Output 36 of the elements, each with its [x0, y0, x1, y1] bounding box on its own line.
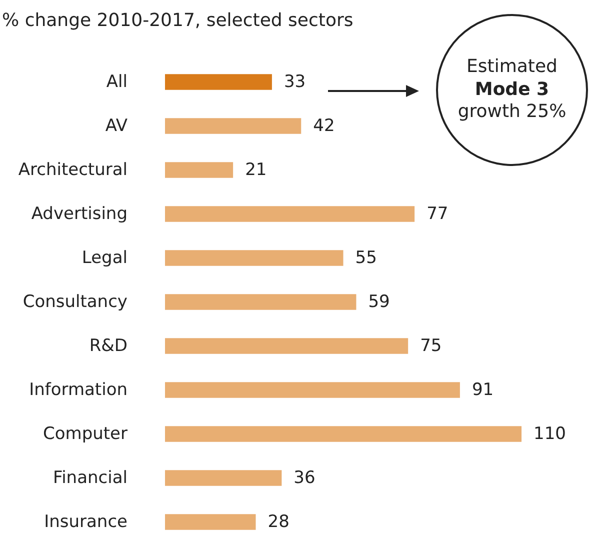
- data-label: 59: [368, 292, 390, 312]
- y-tick-label: Information: [29, 380, 128, 400]
- bar: [165, 162, 234, 178]
- y-tick-label: R&D: [89, 336, 128, 356]
- y-tick-label: All: [106, 72, 128, 92]
- bar: [165, 470, 282, 486]
- data-label: 21: [245, 160, 267, 180]
- data-label: 75: [420, 336, 442, 356]
- bar: [165, 338, 408, 354]
- y-tick-label: Advertising: [31, 204, 128, 224]
- data-label: 28: [268, 512, 290, 532]
- bar: [165, 74, 272, 90]
- data-label: 42: [313, 116, 335, 136]
- bar: [165, 250, 344, 266]
- bar: [165, 206, 415, 222]
- annotation: Estimated Mode 3 growth 25%: [458, 56, 566, 124]
- data-label: 33: [284, 72, 306, 92]
- bar: [165, 514, 256, 530]
- bar: [165, 118, 302, 134]
- y-tick-label: Consultancy: [22, 292, 128, 312]
- data-label: 91: [472, 380, 494, 400]
- bar: [165, 382, 460, 398]
- y-tick-label: Legal: [82, 248, 128, 268]
- y-tick-label: Architectural: [18, 160, 128, 180]
- bar: [165, 426, 522, 442]
- data-label: 77: [426, 204, 448, 224]
- y-tick-label: AV: [105, 116, 128, 136]
- y-tick-label: Financial: [53, 468, 128, 488]
- bar: [165, 294, 356, 310]
- data-label: 110: [534, 424, 566, 444]
- circle-outline: Estimated Mode 3 growth 25%: [436, 14, 588, 166]
- data-label: 55: [355, 248, 377, 268]
- y-tick-label: Computer: [42, 424, 128, 444]
- y-tick-label: Insurance: [44, 512, 128, 532]
- data-label: 36: [294, 468, 316, 488]
- chart-title: % change 2010-2017, selected sectors: [2, 10, 354, 31]
